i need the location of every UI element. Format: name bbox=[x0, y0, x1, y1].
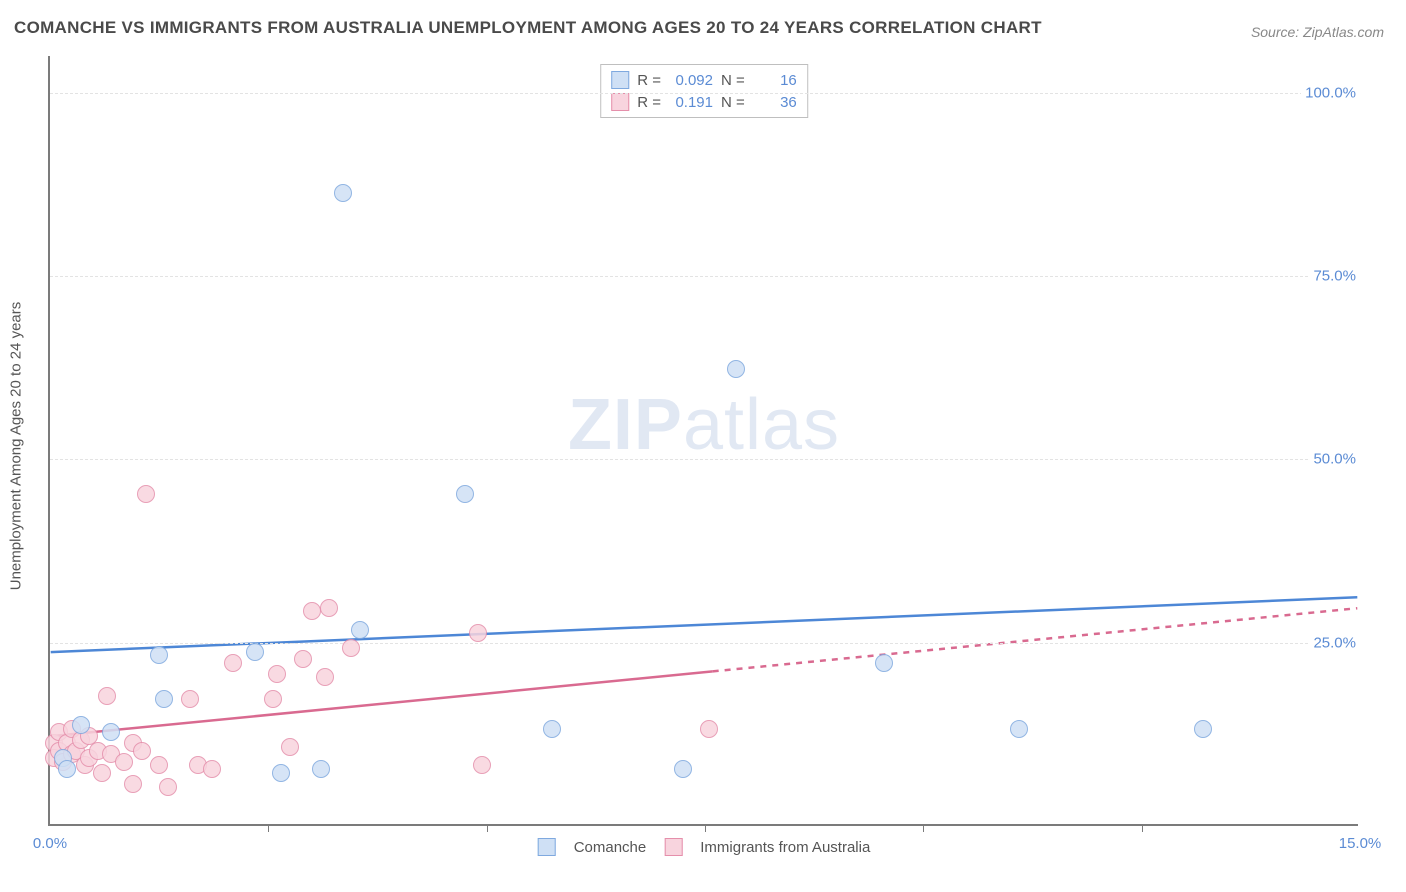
xtick-mark bbox=[487, 824, 488, 832]
data-point-b bbox=[224, 654, 242, 672]
xtick-label: 15.0% bbox=[1339, 835, 1382, 852]
legend-swatch-a bbox=[538, 838, 556, 856]
ytick-label: 50.0% bbox=[1309, 451, 1360, 468]
swatch-b bbox=[611, 93, 629, 111]
data-point-b bbox=[294, 650, 312, 668]
data-point-b bbox=[203, 760, 221, 778]
swatch-a bbox=[611, 71, 629, 89]
data-point-b bbox=[700, 720, 718, 738]
chart-title: COMANCHE VS IMMIGRANTS FROM AUSTRALIA UN… bbox=[14, 18, 1042, 38]
ytick-label: 75.0% bbox=[1309, 268, 1360, 285]
data-point-b bbox=[268, 665, 286, 683]
xtick-mark bbox=[923, 824, 924, 832]
legend-label-b: Immigrants from Australia bbox=[700, 839, 870, 856]
xtick-mark bbox=[1142, 824, 1143, 832]
watermark: ZIPatlas bbox=[568, 384, 840, 466]
data-point-a bbox=[102, 723, 120, 741]
legend-label-a: Comanche bbox=[574, 839, 647, 856]
data-point-a bbox=[155, 690, 173, 708]
stats-legend-box: R = 0.092 N = 16 R = 0.191 N = 36 bbox=[600, 64, 808, 118]
data-point-b bbox=[137, 485, 155, 503]
legend-swatch-b bbox=[664, 838, 682, 856]
legend-bottom: Comanche Immigrants from Australia bbox=[538, 838, 871, 856]
data-point-b bbox=[264, 690, 282, 708]
stats-row-b: R = 0.191 N = 36 bbox=[611, 91, 797, 113]
data-point-a bbox=[334, 184, 352, 202]
data-point-b bbox=[98, 687, 116, 705]
data-point-a bbox=[727, 360, 745, 378]
data-point-a bbox=[1194, 720, 1212, 738]
data-point-b bbox=[342, 639, 360, 657]
trend-lines bbox=[50, 56, 1358, 824]
xtick-label: 0.0% bbox=[33, 835, 67, 852]
data-point-b bbox=[316, 668, 334, 686]
data-point-b bbox=[181, 690, 199, 708]
gridline-h bbox=[50, 643, 1358, 644]
data-point-a bbox=[351, 621, 369, 639]
y-axis-label: Unemployment Among Ages 20 to 24 years bbox=[8, 302, 25, 591]
data-point-a bbox=[58, 760, 76, 778]
ytick-label: 25.0% bbox=[1309, 634, 1360, 651]
data-point-b bbox=[473, 756, 491, 774]
data-point-b bbox=[133, 742, 151, 760]
data-point-a bbox=[72, 716, 90, 734]
trend-line-a bbox=[51, 597, 1358, 652]
data-point-a bbox=[875, 654, 893, 672]
data-point-a bbox=[272, 764, 290, 782]
stats-row-a: R = 0.092 N = 16 bbox=[611, 69, 797, 91]
data-point-a bbox=[543, 720, 561, 738]
data-point-b bbox=[159, 778, 177, 796]
xtick-mark bbox=[268, 824, 269, 832]
gridline-h bbox=[50, 276, 1358, 277]
gridline-h bbox=[50, 459, 1358, 460]
data-point-b bbox=[115, 753, 133, 771]
data-point-a bbox=[674, 760, 692, 778]
data-point-b bbox=[124, 775, 142, 793]
data-point-b bbox=[469, 624, 487, 642]
scatter-plot: ZIPatlas R = 0.092 N = 16 R = 0.191 N = … bbox=[48, 56, 1358, 826]
source-attribution: Source: ZipAtlas.com bbox=[1251, 24, 1384, 40]
data-point-b bbox=[320, 599, 338, 617]
data-point-b bbox=[281, 738, 299, 756]
data-point-b bbox=[93, 764, 111, 782]
data-point-a bbox=[150, 646, 168, 664]
data-point-b bbox=[303, 602, 321, 620]
data-point-a bbox=[312, 760, 330, 778]
ytick-label: 100.0% bbox=[1301, 84, 1360, 101]
xtick-mark bbox=[705, 824, 706, 832]
gridline-h bbox=[50, 93, 1358, 94]
data-point-b bbox=[150, 756, 168, 774]
trend-line-b bbox=[51, 671, 713, 736]
trend-line-b-extrap bbox=[713, 608, 1358, 671]
data-point-a bbox=[1010, 720, 1028, 738]
data-point-a bbox=[246, 643, 264, 661]
data-point-a bbox=[456, 485, 474, 503]
